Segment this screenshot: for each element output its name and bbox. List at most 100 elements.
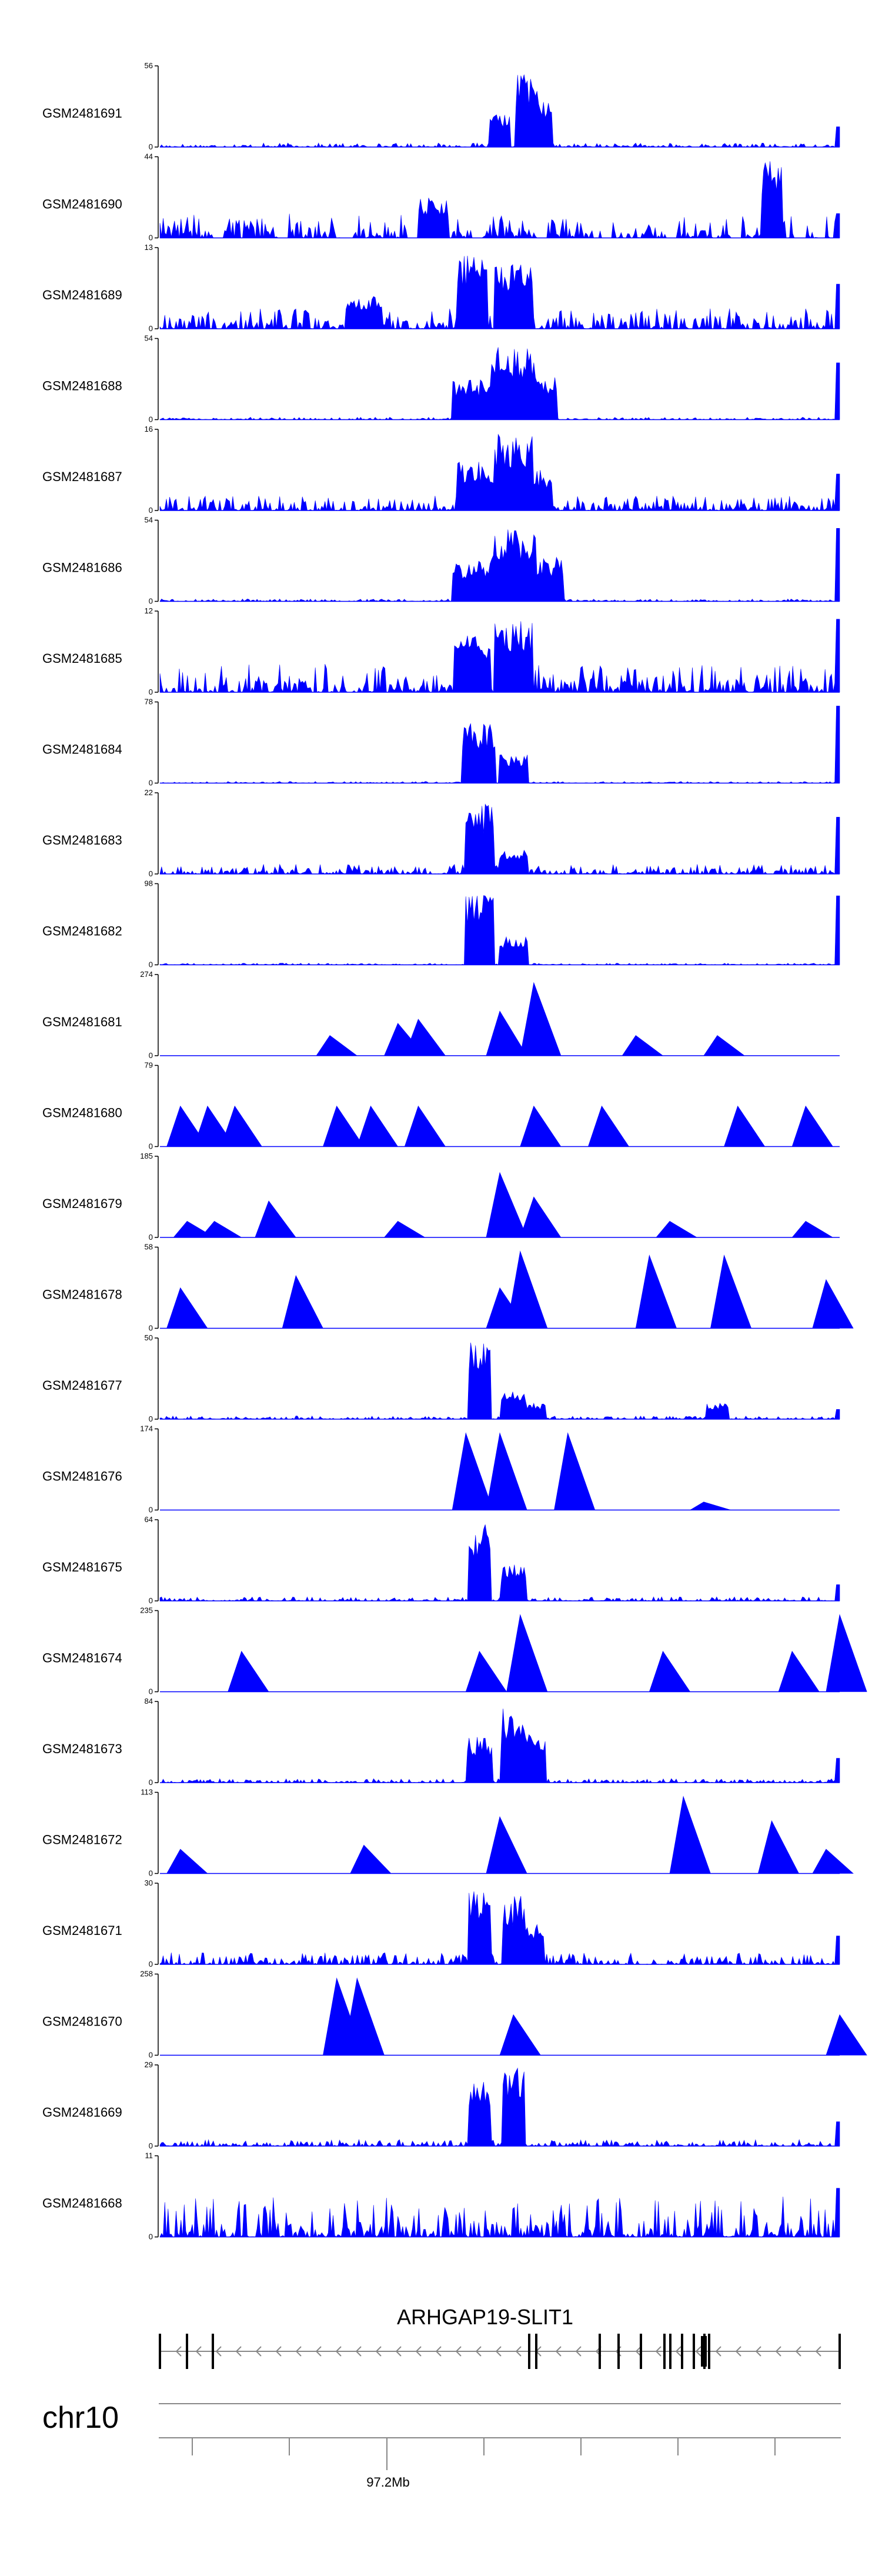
y-max-label: 79 (145, 1061, 153, 1070)
track-label: GSM2481686 (42, 560, 122, 575)
coverage-area (160, 1172, 840, 1238)
track-GSM2481684: GSM2481684 78 0 (42, 698, 840, 788)
y-min-label: 0 (149, 1051, 153, 1060)
exon (669, 2334, 671, 2369)
strand-arrow (815, 2346, 821, 2357)
exon (640, 2334, 642, 2369)
coverage-area (160, 1796, 854, 1874)
track-GSM2481679: GSM2481679 185 0 (42, 1152, 840, 1242)
exon (838, 2334, 841, 2369)
coverage-area (160, 982, 840, 1056)
strand-arrow (495, 2346, 502, 2357)
strand-arrow (235, 2346, 242, 2357)
y-min-label: 0 (149, 324, 153, 333)
coverage-area (160, 1105, 840, 1147)
y-max-label: 30 (145, 1878, 153, 1887)
track-GSM2481669: GSM2481669 29 0 (42, 2060, 840, 2150)
strand-arrow (275, 2346, 282, 2357)
strand-arrow (295, 2346, 302, 2357)
track-label: GSM2481688 (42, 379, 122, 393)
exon (617, 2334, 620, 2369)
y-max-label: 44 (145, 152, 153, 161)
track-label: GSM2481691 (42, 106, 122, 121)
y-min-label: 0 (149, 597, 153, 606)
track-label: GSM2481669 (42, 2105, 122, 2120)
y-max-label: 12 (145, 606, 153, 615)
track-GSM2481672: GSM2481672 113 0 (42, 1788, 854, 1878)
track-label: GSM2481674 (42, 1651, 122, 1666)
strand-arrow (515, 2346, 522, 2357)
track-GSM2481685: GSM2481685 12 0 (42, 606, 840, 696)
chromosome-axis-panel: chr10 97.2Mb (42, 2401, 841, 2490)
track-label: GSM2481670 (42, 2014, 122, 2029)
track-GSM2481691: GSM2481691 56 0 (42, 61, 840, 151)
track-label: GSM2481685 (42, 651, 122, 666)
exon (599, 2334, 601, 2369)
strand-arrow (715, 2346, 721, 2357)
y-max-label: 98 (145, 879, 153, 888)
strand-arrow (675, 2346, 681, 2357)
track-label: GSM2481679 (42, 1196, 122, 1211)
strand-arrow (775, 2346, 781, 2357)
y-min-label: 0 (149, 142, 153, 151)
strand-arrow (435, 2346, 442, 2357)
exon (663, 2334, 666, 2369)
y-min-label: 0 (149, 1687, 153, 1696)
y-min-label: 0 (149, 1142, 153, 1151)
strand-arrow (755, 2346, 761, 2357)
gene-model (159, 2334, 841, 2369)
track-label: GSM2481678 (42, 1287, 122, 1302)
coverage-area (159, 347, 840, 420)
y-min-label: 0 (149, 1960, 153, 1968)
coverage-area (159, 2067, 840, 2147)
track-GSM2481690: GSM2481690 44 0 (42, 152, 840, 242)
y-min-label: 0 (149, 779, 153, 788)
y-max-label: 56 (145, 61, 153, 70)
strand-arrow (415, 2346, 422, 2357)
y-max-label: 274 (140, 970, 153, 979)
coverage-area (160, 1432, 840, 1510)
strand-arrow (795, 2346, 801, 2357)
exon (693, 2334, 695, 2369)
y-max-label: 258 (140, 1970, 153, 1978)
coverage-area (159, 1891, 840, 1966)
track-label: GSM2481687 (42, 469, 122, 484)
coordinate-ticks (192, 2438, 776, 2470)
track-label: GSM2481672 (42, 1833, 122, 1847)
gene-annotation-panel: ARHGAP19-SLIT1 (159, 2305, 841, 2369)
track-GSM2481671: GSM2481671 30 0 (42, 1878, 840, 1968)
y-min-label: 0 (149, 1506, 153, 1514)
y-min-label: 0 (149, 688, 153, 696)
exon (186, 2334, 188, 2369)
y-max-label: 235 (140, 1606, 153, 1615)
y-min-label: 0 (149, 1414, 153, 1423)
track-label: GSM2481682 (42, 924, 122, 939)
y-min-label: 0 (149, 1324, 153, 1333)
coverage-area (160, 1250, 854, 1329)
strand-arrow (455, 2346, 462, 2357)
coverage-area (159, 255, 840, 330)
track-label: GSM2481689 (42, 288, 122, 302)
exon (528, 2334, 530, 2369)
coverage-area (159, 803, 840, 875)
coverage-area (159, 895, 840, 966)
coverage-area (159, 1524, 840, 1601)
chromosome-label: chr10 (42, 2401, 119, 2435)
strand-arrow (355, 2346, 362, 2357)
y-max-label: 185 (140, 1152, 153, 1160)
track-GSM2481670: GSM2481670 258 0 (42, 1970, 867, 2060)
track-GSM2481682: GSM2481682 98 0 (42, 879, 840, 969)
track-GSM2481680: GSM2481680 79 0 (42, 1061, 840, 1151)
strand-arrow (215, 2346, 222, 2357)
track-GSM2481681: GSM2481681 274 0 (42, 970, 840, 1060)
strand-arrow (195, 2346, 202, 2357)
exon (212, 2334, 214, 2369)
exon (681, 2334, 683, 2369)
track-label: GSM2481668 (42, 2196, 122, 2211)
strand-arrow (255, 2346, 262, 2357)
gene-name-label: ARHGAP19-SLIT1 (397, 2305, 573, 2329)
y-max-label: 113 (141, 1788, 153, 1797)
track-label: GSM2481684 (42, 742, 122, 757)
y-min-label: 0 (149, 960, 153, 969)
